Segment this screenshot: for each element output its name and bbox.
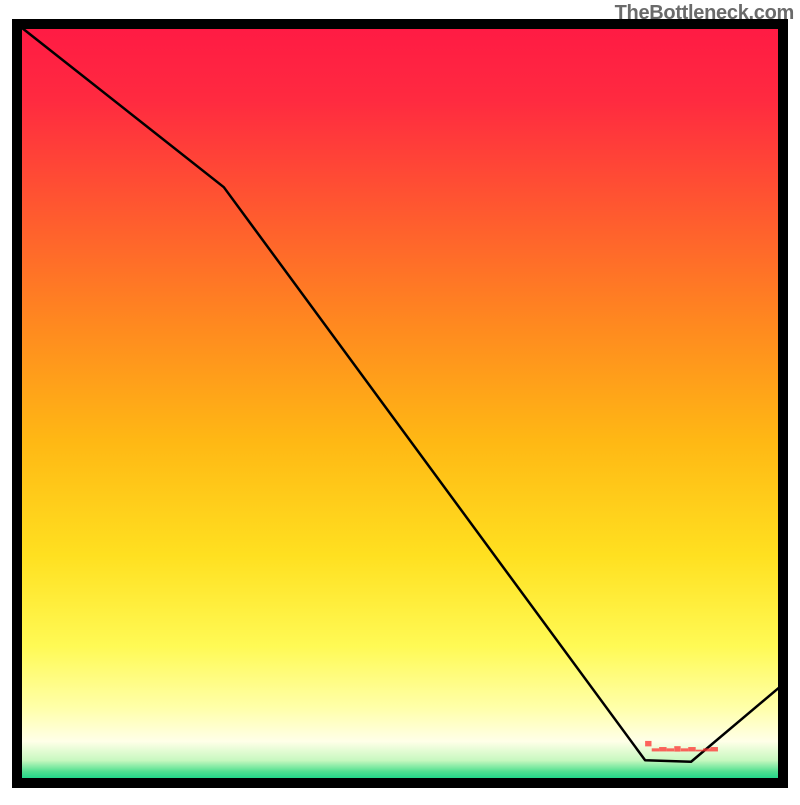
- plot-background: [17, 24, 783, 783]
- watermark-text: TheBottleneck.com: [615, 2, 794, 25]
- chart-container: ▀▂▃▂▄▂▃▁▂▃ TheBottleneck.com: [0, 0, 800, 800]
- chart-svg: ▀▂▃▂▄▂▃▁▂▃: [0, 0, 800, 800]
- trough-label: ▀▂▃▂▄▂▃▁▂▃: [645, 740, 719, 752]
